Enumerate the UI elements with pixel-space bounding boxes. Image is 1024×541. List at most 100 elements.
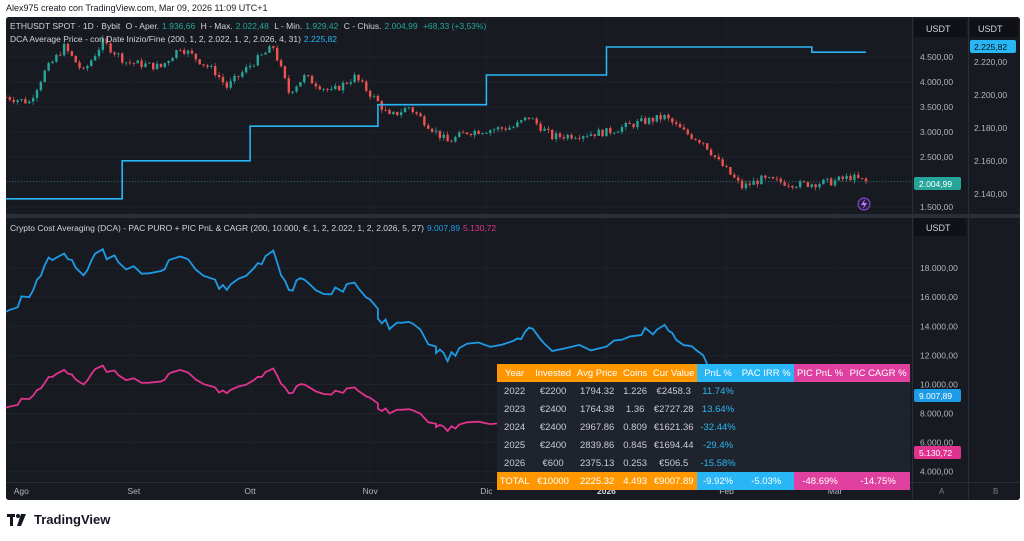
currency-label-left[interactable]: USDT	[926, 24, 951, 34]
candle-body	[434, 130, 438, 132]
candle-body	[113, 52, 116, 55]
pane-separator[interactable]	[6, 214, 1020, 218]
candle-body	[384, 109, 387, 111]
time-axis[interactable]: Ago Set Ott Nov Dic 2026 Feb Mar	[14, 486, 843, 496]
table-cell: €2200	[532, 382, 574, 400]
table-header-cur-value: Cur Value	[649, 364, 698, 382]
candle-body	[109, 43, 112, 53]
table-header-pic-pnl: PIC PnL %	[793, 364, 847, 382]
candle-body	[798, 181, 802, 188]
candle-body	[547, 128, 550, 130]
candle-body	[609, 128, 612, 134]
candle-body	[601, 129, 604, 137]
table-cell: 2022	[497, 382, 533, 400]
candle-body	[148, 62, 151, 64]
candle-body	[806, 182, 810, 187]
x-tick-label: Feb	[719, 486, 734, 496]
last-price-badge-box	[914, 177, 961, 190]
candle-body	[620, 127, 624, 132]
candle-body	[179, 50, 182, 51]
table-header-coins: Coins	[620, 364, 650, 382]
table-cell: €2400	[532, 436, 574, 454]
candle-body	[713, 155, 717, 157]
currency-label-right[interactable]: USDT	[978, 24, 1003, 34]
table-header-pnl: PnL %	[697, 364, 739, 382]
candle-body	[698, 140, 701, 143]
bottom-legend: Crypto Cost Averaging (DCA) - PAC PURO +…	[10, 223, 499, 233]
candle-body	[35, 90, 39, 99]
bottom-legend-label[interactable]: Crypto Cost Averaging (DCA) - PAC PURO +…	[10, 223, 424, 233]
pink-value-badge: 5.130,72	[919, 448, 952, 458]
candle-body	[504, 128, 507, 130]
candle-body	[690, 134, 693, 139]
x-tick-label: Ott	[244, 486, 256, 496]
y-tick-label: 14.000,00	[920, 321, 958, 331]
scale-button-a[interactable]: A	[939, 487, 945, 496]
candle-body	[31, 98, 35, 102]
candle-body	[454, 136, 457, 142]
candle-body	[496, 127, 500, 130]
candle-body	[16, 100, 19, 103]
table-cell: €2400	[532, 418, 574, 436]
candle-body	[206, 65, 209, 67]
candle-body	[791, 185, 794, 188]
currency-box-left[interactable]	[914, 19, 966, 37]
candle-body	[543, 128, 546, 131]
y-tick-label: 18.000,00	[920, 263, 958, 273]
candle-body	[531, 118, 535, 120]
y-tick-label: 10.000,00	[920, 379, 958, 389]
tradingview-logo[interactable]: TradingView	[7, 512, 110, 527]
candle-body	[334, 85, 337, 89]
table-total-label: TOTAL	[497, 472, 533, 490]
header-credit: Alex975 creato con TradingView.com, Mar …	[6, 3, 268, 13]
candle-body	[90, 60, 93, 67]
table-total-invested: €10000	[532, 472, 574, 490]
bottom-legend-pink: 5.130,72	[463, 223, 497, 233]
candle-body	[275, 47, 279, 61]
candle-body	[574, 138, 577, 139]
candle-body	[589, 134, 593, 136]
currency-box-right[interactable]	[970, 19, 1018, 37]
candle-body	[721, 159, 724, 167]
candle-body	[39, 81, 43, 91]
currency-label-bottom[interactable]: USDT	[926, 223, 951, 233]
last-price-badge: 2.004,99	[919, 179, 952, 189]
candle-body	[512, 127, 515, 128]
candle-body	[485, 133, 488, 134]
candle-body	[822, 179, 825, 185]
candle-body	[361, 80, 364, 82]
chart-container[interactable]: 4.500,00 4.000,00 3.500,00 3.000,00 2.500,00…	[6, 17, 1020, 500]
candle-body	[237, 75, 240, 77]
candle-body	[566, 134, 569, 139]
table-cell-empty	[738, 400, 794, 418]
table-cell-empty	[846, 400, 910, 418]
candle-body	[314, 83, 318, 87]
ohlc-open-label: O - Aper.	[125, 21, 160, 31]
axis-divider-left	[912, 17, 913, 500]
top-right-price-axis[interactable]: 2.220,00 2.200,00 2.180,00 2.160,00 2.140,00	[974, 57, 1007, 199]
table-cell-pnl: 11.74%	[697, 382, 739, 400]
candle-body	[612, 132, 616, 134]
candle-body	[481, 133, 484, 135]
candle-body	[167, 61, 170, 64]
candle-body	[306, 75, 310, 76]
table-cell: 2967.86	[573, 418, 621, 436]
candle-body	[678, 123, 682, 128]
candle-body	[523, 117, 527, 121]
symbol-label[interactable]: ETHUSDT SPOT · 1D · Bybit	[10, 21, 121, 31]
candle-body	[152, 62, 155, 70]
y-tick-label: 8.000,00	[920, 409, 953, 419]
scale-button-b[interactable]: B	[993, 487, 998, 496]
candle-body	[740, 180, 744, 189]
candle-body	[357, 74, 360, 81]
candle-body	[407, 107, 411, 109]
bottom-price-axis[interactable]: 18.000,00 16.000,00 14.000,00 12.000,00 10.0…	[920, 263, 958, 477]
currency-box-bottom[interactable]	[914, 218, 966, 236]
candle-body	[86, 66, 89, 69]
candle-body	[128, 62, 132, 64]
top-legend-ohlc: ETHUSDT SPOT · 1D · Bybit O - Aper. 1.936…	[10, 21, 489, 31]
candle-body	[295, 86, 298, 92]
candle-body	[163, 63, 167, 68]
dca-legend-label[interactable]: DCA Average Price - con Date Inizio/Fine…	[10, 34, 301, 44]
